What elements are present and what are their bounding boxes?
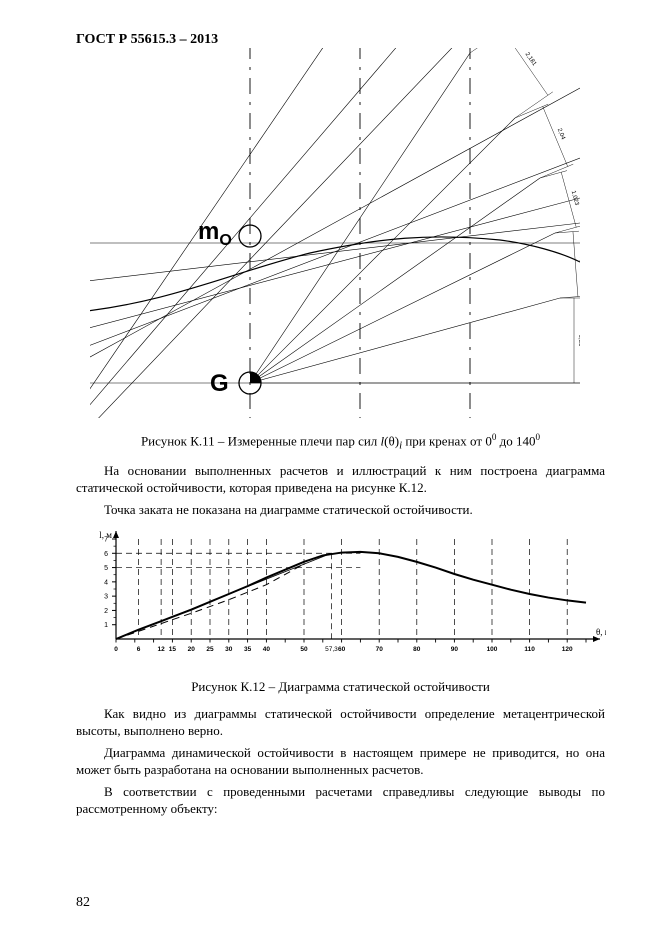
paragraph-2: Точка заката не показана на диаграмме ст… (76, 501, 605, 519)
page: ГОСТ Р 55615.3 – 2013 2,181 2,04 1,023 0,27… (0, 0, 661, 935)
svg-text:120: 120 (562, 646, 573, 653)
paragraph-4: Диаграмма динамической остойчивости в на… (76, 744, 605, 779)
svg-text:l, м: l, м (99, 530, 112, 540)
figure-k12: 1234567061215202530354050607080901001101… (76, 525, 606, 665)
caption-k12: Рисунок К.12 – Диаграмма статической ост… (76, 679, 605, 695)
svg-text:12: 12 (158, 646, 166, 653)
doc-header: ГОСТ Р 55615.3 – 2013 (76, 32, 605, 48)
paragraph-5: В соответствии с проведенными расчетами … (76, 783, 605, 818)
svg-text:57,3: 57,3 (325, 646, 338, 653)
caption-k11: Рисунок К.11 – Измеренные плечи пар сил … (76, 432, 605, 452)
svg-text:100: 100 (487, 646, 498, 653)
svg-text:50: 50 (300, 646, 308, 653)
svg-text:20: 20 (188, 646, 196, 653)
svg-text:30: 30 (225, 646, 233, 653)
svg-text:θ, град: θ, град (596, 627, 606, 637)
paragraph-3: Как видно из диаграммы статической остой… (76, 705, 605, 740)
svg-text:G: G (210, 370, 229, 397)
svg-text:4: 4 (104, 579, 108, 586)
svg-text:2,04: 2,04 (556, 128, 566, 142)
paragraph-1: На основании выполненных расчетов и иллю… (76, 462, 605, 497)
svg-text:2: 2 (104, 607, 108, 614)
figure-k11: 2,181 2,04 1,023 0,278 0,86 GmO (90, 48, 580, 418)
svg-text:80: 80 (413, 646, 421, 653)
svg-text:1: 1 (104, 622, 108, 629)
svg-text:35: 35 (244, 646, 252, 653)
svg-text:6: 6 (104, 550, 108, 557)
svg-text:5: 5 (104, 565, 108, 572)
svg-text:90: 90 (451, 646, 459, 653)
svg-text:3: 3 (104, 593, 108, 600)
svg-text:25: 25 (206, 646, 214, 653)
svg-text:1,023: 1,023 (570, 190, 580, 207)
svg-text:0,86: 0,86 (577, 335, 580, 347)
svg-text:15: 15 (169, 646, 177, 653)
svg-text:0: 0 (114, 646, 118, 653)
svg-text:110: 110 (524, 646, 535, 653)
svg-text:70: 70 (376, 646, 384, 653)
svg-text:40: 40 (263, 646, 271, 653)
svg-text:mO: mO (198, 218, 232, 249)
svg-text:0,278: 0,278 (578, 256, 580, 272)
svg-text:60: 60 (338, 646, 346, 653)
page-number: 82 (76, 895, 90, 911)
svg-text:6: 6 (137, 646, 141, 653)
svg-text:2,181: 2,181 (524, 51, 538, 67)
